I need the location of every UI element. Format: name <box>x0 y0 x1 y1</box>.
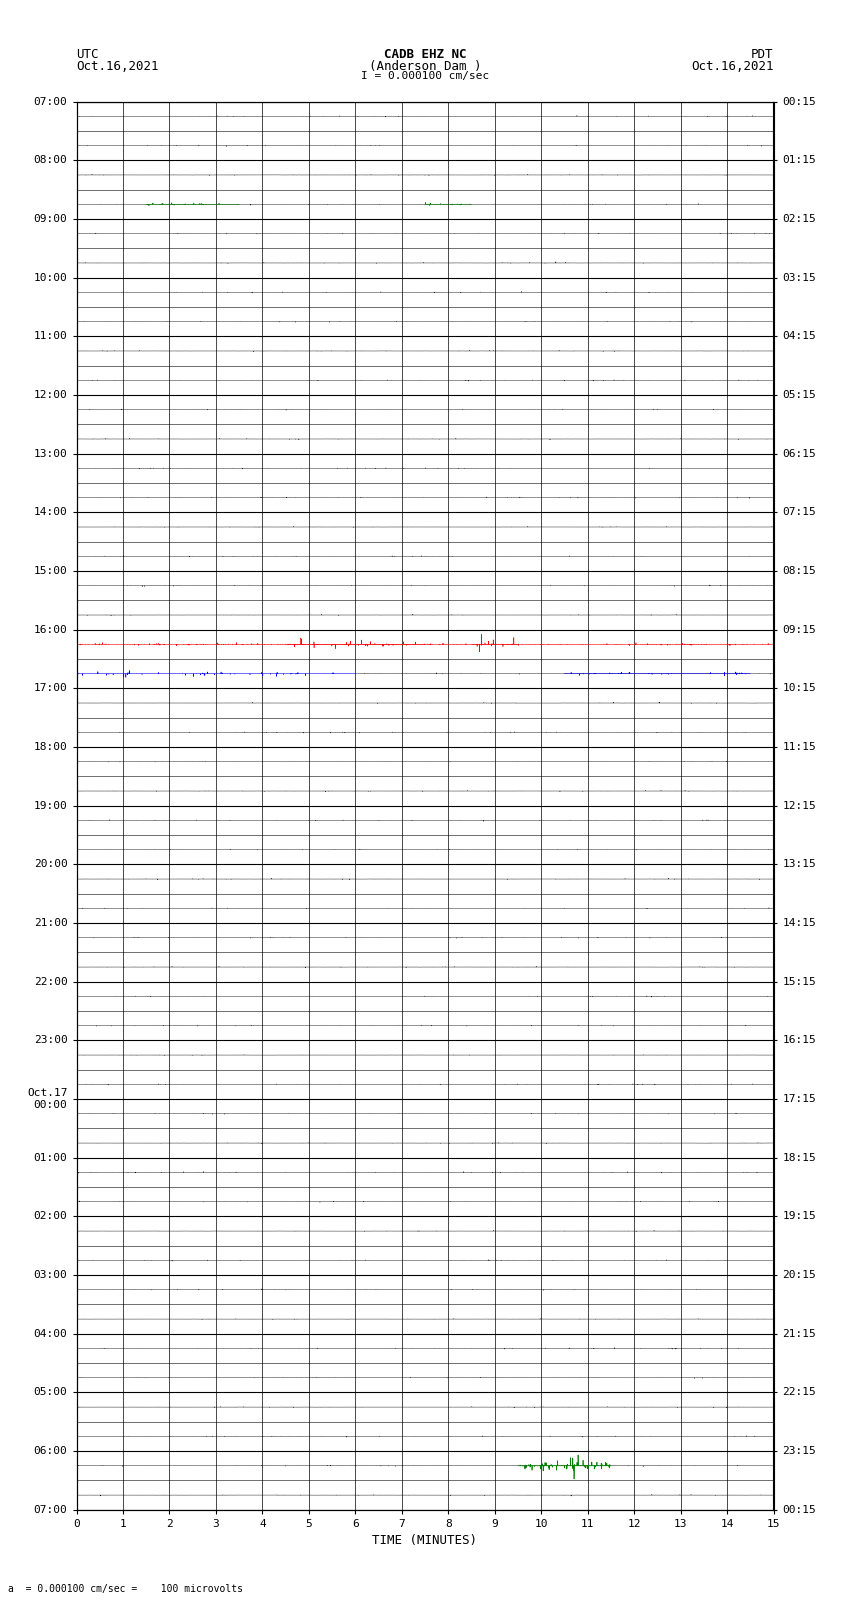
Text: PDT: PDT <box>751 48 774 61</box>
Text: I = 0.000100 cm/sec: I = 0.000100 cm/sec <box>361 71 489 81</box>
Text: Oct.16,2021: Oct.16,2021 <box>76 60 159 73</box>
Text: Oct.16,2021: Oct.16,2021 <box>691 60 774 73</box>
Text: (Anderson Dam ): (Anderson Dam ) <box>369 60 481 73</box>
Text: a  = 0.000100 cm/sec =    100 microvolts: a = 0.000100 cm/sec = 100 microvolts <box>8 1584 243 1594</box>
Text: CADB EHZ NC: CADB EHZ NC <box>383 48 467 61</box>
Text: UTC: UTC <box>76 48 99 61</box>
X-axis label: TIME (MINUTES): TIME (MINUTES) <box>372 1534 478 1547</box>
